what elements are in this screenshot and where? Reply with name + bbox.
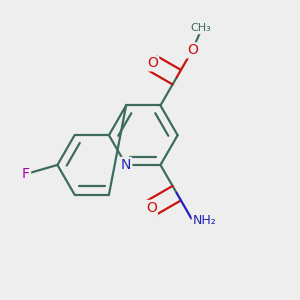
Text: F: F (22, 167, 30, 181)
Text: O: O (146, 201, 157, 215)
Text: CH₃: CH₃ (191, 23, 212, 33)
Text: NH₂: NH₂ (193, 214, 216, 227)
Text: O: O (147, 56, 158, 70)
Text: N: N (121, 158, 131, 172)
Text: O: O (187, 44, 198, 57)
